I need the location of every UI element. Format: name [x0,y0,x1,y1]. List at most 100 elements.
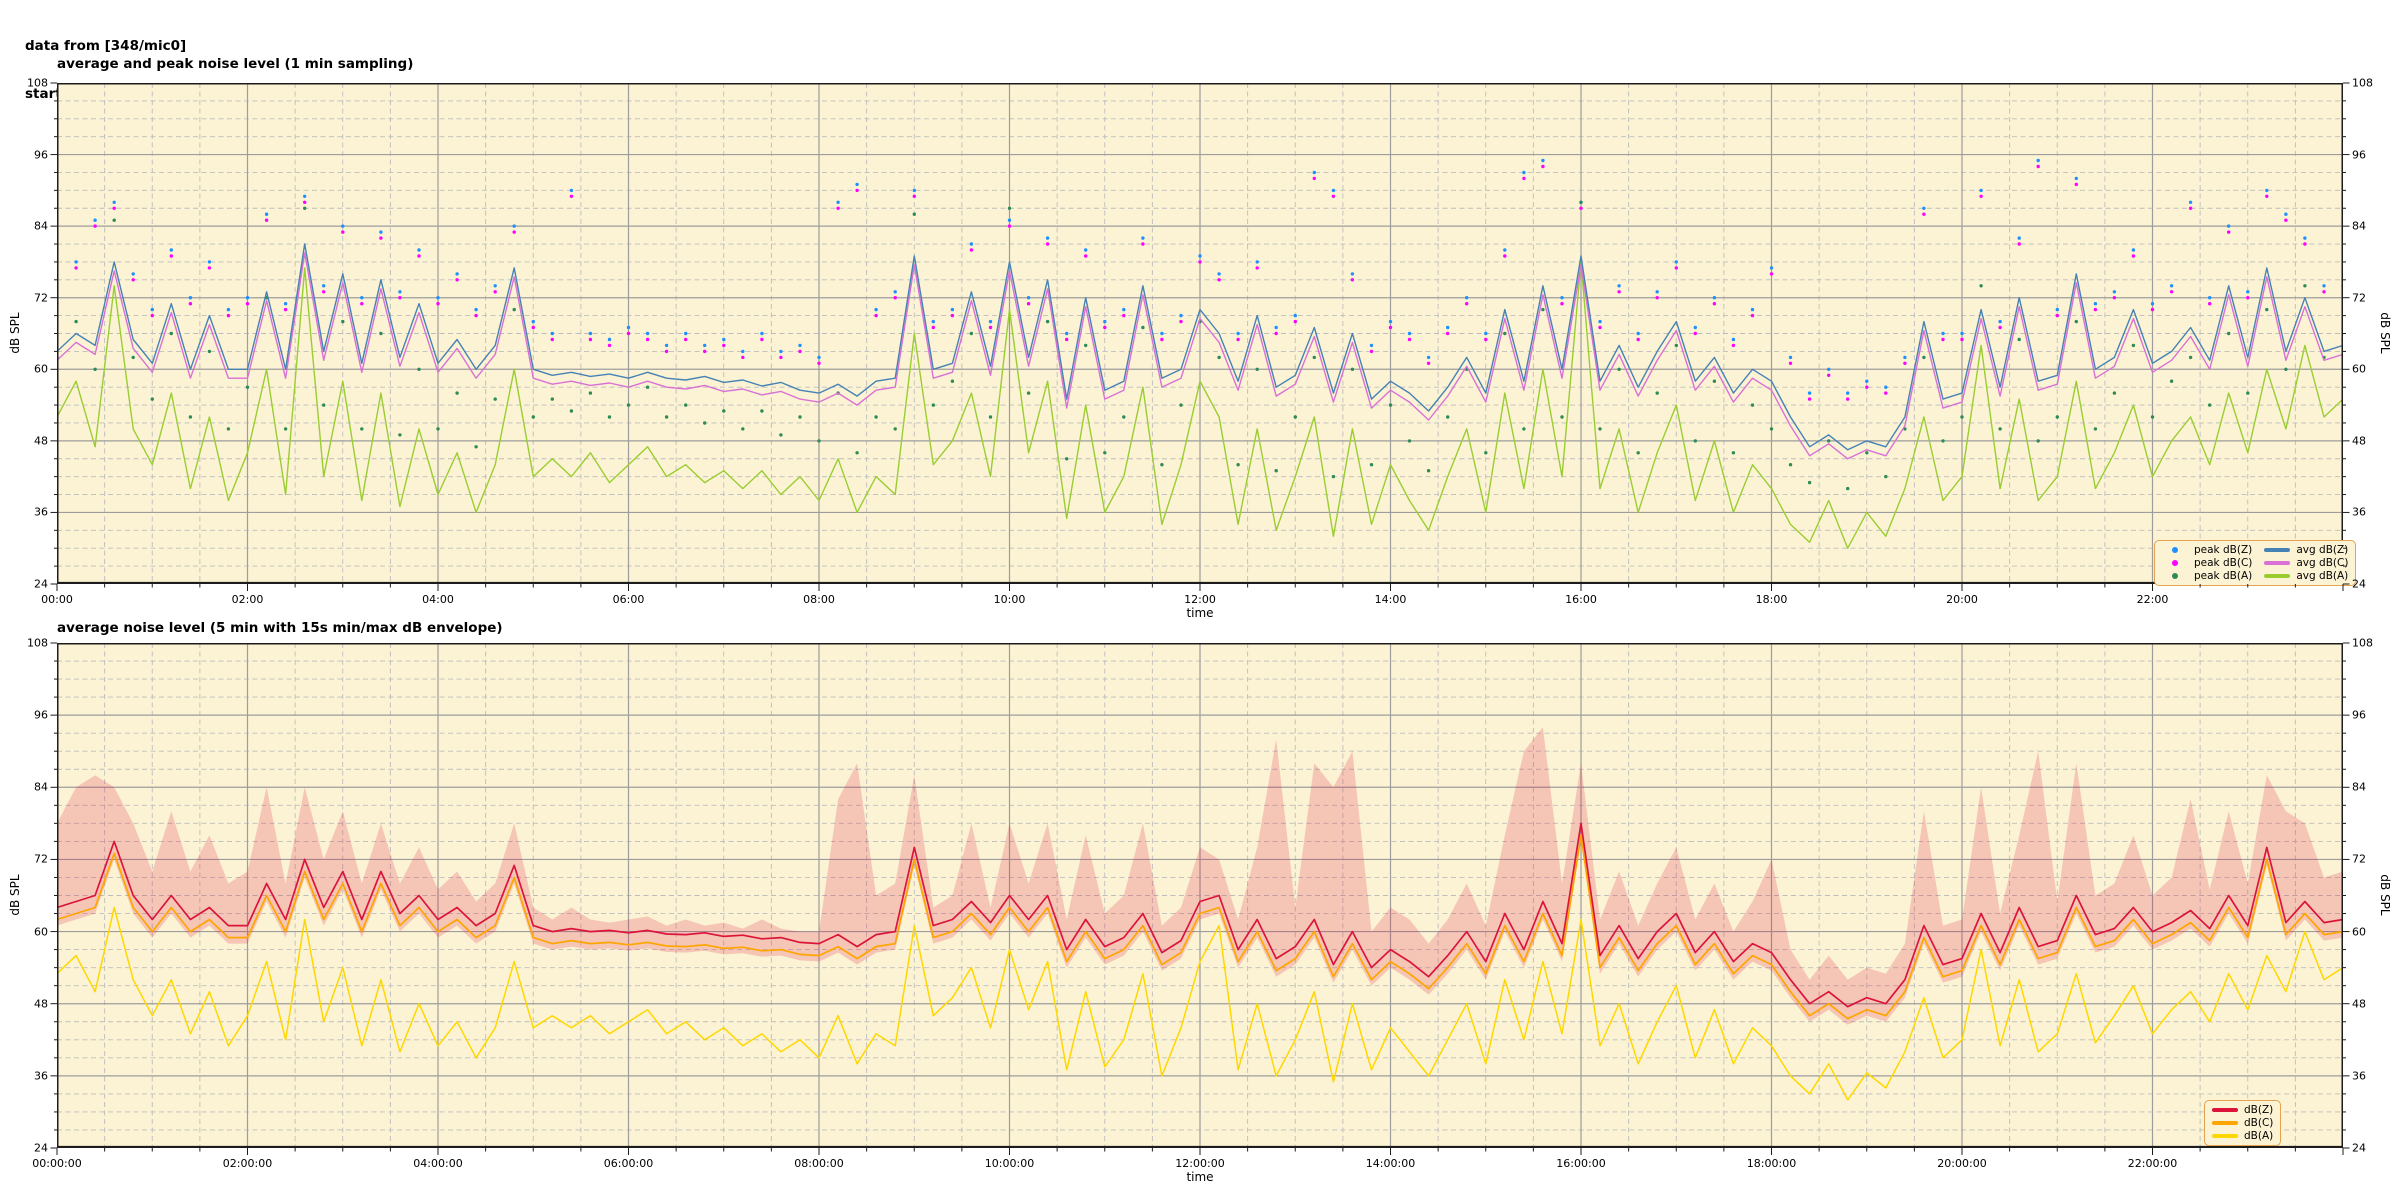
ytick-label-left: 72 [34,291,48,305]
axes-spines [57,83,2343,584]
xtick-label: 00:00 [41,593,73,606]
ytick-label-right: 48 [2352,997,2366,1011]
swatch-color [2212,1134,2238,1138]
legend-line-swatch [2212,1131,2238,1141]
xtick-label: 04:00:00 [413,1157,463,1170]
swatch-color [2264,561,2291,565]
legend-entry-label: peak dB(A) [2194,570,2253,582]
chart-top-ylabel-left: dB SPL [8,312,22,354]
legend-line-swatch [2212,1105,2238,1115]
chart-bottom-legend: dB(Z) dB(C) dB(A) [2204,1100,2282,1146]
xtick-label: 16:00 [1565,593,1597,606]
series-peak dB(Z) [57,158,2343,395]
chart-1-canvas [57,643,2343,1148]
ytick-label-left: 108 [27,636,48,650]
chart-bottom-plot-area [57,643,2343,1148]
legend-entry: avg dB(C) [2264,557,2348,569]
chart-top-ylabel-right: dB SPL [2378,312,2392,354]
chart-bottom-xlabel: time [1186,1170,1214,1184]
chart-1-ticks [50,642,2350,1155]
xtick-label: 14:00:00 [1365,1157,1416,1170]
chart-0-canvas [57,83,2343,584]
ytick-label-right: 96 [2352,148,2366,162]
xtick-label: 04:00 [422,593,454,606]
header-line-1: data from [348/mic0] [25,38,187,54]
ytick-label-right: 84 [2352,780,2366,794]
ytick-label-left: 60 [34,362,48,376]
swatch-color [2172,573,2178,579]
chart-bottom-ylabel-right: dB SPL [2378,874,2392,916]
legend-entry: avg dB(Z) [2264,544,2348,556]
legend-entry: dB(C) [2212,1117,2273,1129]
legend-dot-swatch [2162,558,2188,568]
xtick-label: 10:00 [993,593,1026,606]
grid-major [57,643,2343,1148]
ytick-label-right: 48 [2352,434,2366,448]
xtick-label: 08:00:00 [794,1157,844,1170]
legend-line-swatch [2264,558,2291,568]
ytick-label-right: 36 [2352,505,2366,519]
legend-line-swatch [2264,571,2291,581]
chart-top-xlabel: time [1186,606,1214,620]
xtick-label: 14:00 [1374,593,1407,606]
ytick-label-left: 24 [34,1141,48,1155]
ytick-label-left: 48 [34,997,48,1011]
series-dB(A) [57,906,2343,1101]
ytick-label-left: 24 [34,577,48,591]
chart-bottom-title: average noise level (5 min with 15s min/… [57,620,503,636]
envelope-band [57,727,2343,1025]
series-peak dB(A) [57,200,2343,491]
xtick-label: 06:00:00 [603,1157,654,1170]
grid-minor [57,83,2343,584]
xtick-label: 22:00 [2136,593,2169,606]
xtick-label: 18:00 [1755,593,1788,606]
xtick-label: 02:00:00 [222,1157,273,1170]
legend-entry-label: dB(A) [2244,1130,2274,1142]
ytick-label-left: 48 [34,434,48,448]
ytick-label-left: 72 [34,852,48,866]
ytick-label-right: 24 [2352,577,2366,591]
legend-entry: dB(Z) [2212,1104,2273,1116]
legend-entry: dB(A) [2212,1130,2273,1142]
xtick-label: 20:00 [1946,593,1978,606]
ytick-label-left: 84 [34,219,48,233]
legend-entry: avg dB(A) [2264,570,2348,582]
grid-major [57,83,2343,584]
swatch-color [2172,547,2178,553]
xtick-label: 12:00 [1184,593,1216,606]
xtick-label: 00:00:00 [32,1157,82,1170]
series-peak dB(C) [57,164,2343,401]
ytick-label-right: 60 [2352,362,2366,376]
ytick-label-left: 96 [34,148,48,162]
ytick-label-right: 108 [2352,636,2373,650]
legend-entry: peak dB(C) [2162,557,2252,569]
axes-spines [57,643,2343,1148]
legend-entry: peak dB(A) [2162,570,2252,582]
legend-entry-label: avg dB(A) [2296,570,2349,582]
legend-dot-swatch [2162,545,2188,555]
xtick-label: 16:00:00 [1556,1157,1606,1170]
legend-entry-label: dB(Z) [2244,1104,2274,1116]
swatch-color [2264,548,2291,552]
series-avg dB(Z) [57,243,2343,451]
ytick-label-left: 36 [34,1069,48,1083]
header-line-2: starting point is [20240816_000052] [25,86,303,102]
figure-header: data from [348/mic0] starting point is [… [25,6,303,134]
chart-top-plot-area [57,83,2343,584]
xtick-label: 12:00:00 [1175,1157,1225,1170]
series-dB(C) [57,834,2343,1020]
legend-entry-label: dB(C) [2244,1117,2274,1129]
legend-entry: peak dB(Z) [2162,544,2252,556]
ytick-label-right: 36 [2352,1069,2366,1083]
legend-line-swatch [2264,545,2291,555]
chart-0-ticks [50,82,2350,591]
ytick-label-left: 96 [34,708,48,722]
swatch-color [2212,1108,2238,1112]
legend-line-swatch [2212,1118,2238,1128]
legend-dot-swatch [2162,571,2188,581]
xtick-label: 02:00 [231,593,264,606]
ytick-label-right: 84 [2352,219,2366,233]
chart-top-legend: peak dB(Z) peak dB(C) peak dB(A) avg dB(Z) a… [2154,540,2357,586]
ytick-label-left: 36 [34,505,48,519]
